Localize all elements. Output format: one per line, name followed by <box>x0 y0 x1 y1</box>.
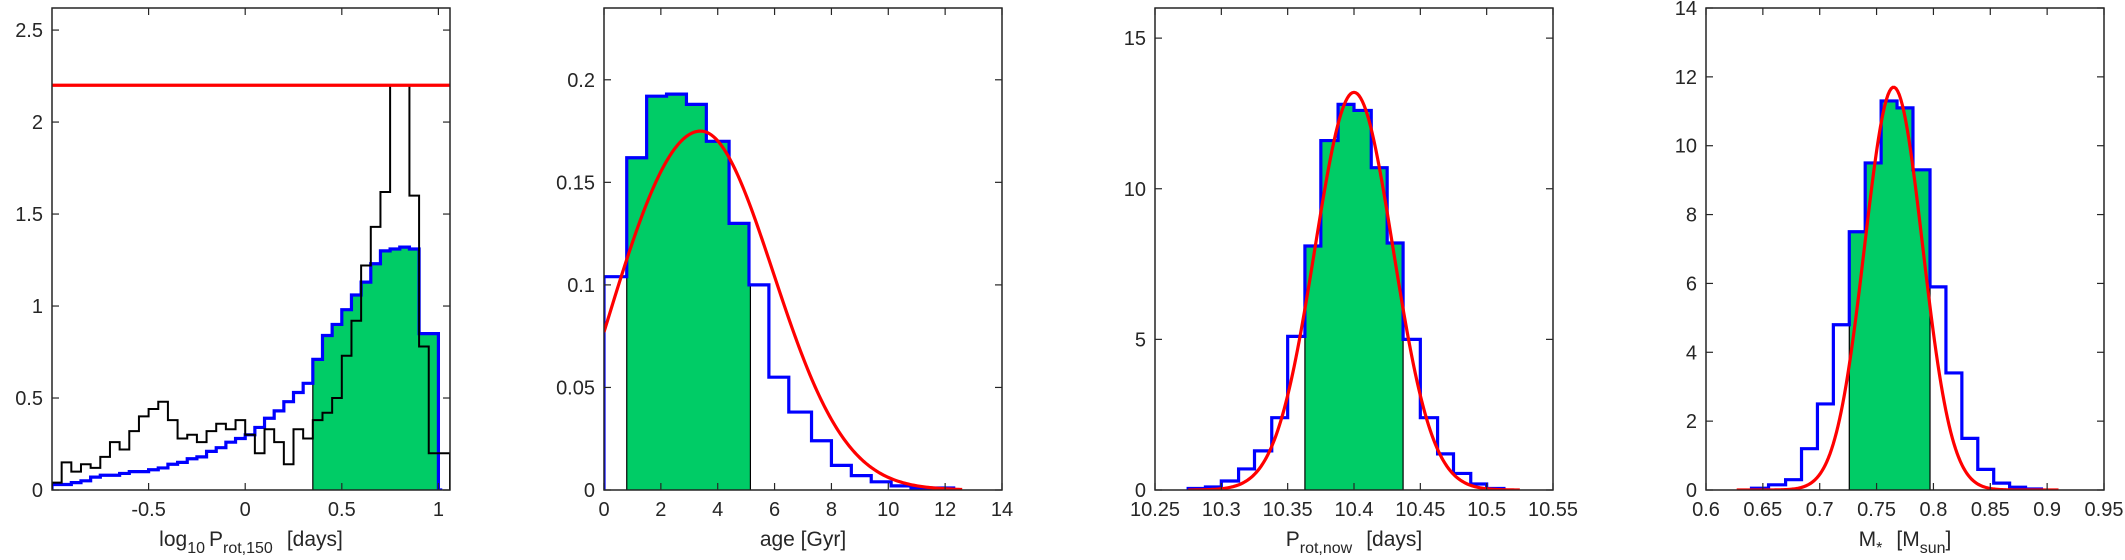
x-tick-label: 0 <box>240 499 251 521</box>
y-tick-label: 1.5 <box>15 204 43 226</box>
y-tick-label: 0.1 <box>567 275 595 297</box>
x-tick-label: 14 <box>991 499 1013 521</box>
y-tick-label: 0 <box>1135 480 1146 502</box>
series-1-gaussian-fit <box>1188 90 1520 490</box>
x-tick-label: 0.5 <box>328 499 356 521</box>
x-tick-label: 12 <box>934 499 956 521</box>
y-tick-label: 5 <box>1135 329 1146 351</box>
series-0-posterior-histogram <box>52 245 443 490</box>
y-tick-label: 0 <box>1686 480 1697 502</box>
x-tick-label: 0.6 <box>1692 499 1720 521</box>
x-axis-label: Prot,now [days] <box>1286 528 1423 557</box>
y-tick-label: 10 <box>1124 179 1146 201</box>
y-tick-label: 2 <box>1686 411 1697 433</box>
x-axis-label: M* [Msun] <box>1859 528 1952 557</box>
series-1-prior-histogram <box>52 84 450 490</box>
y-tick-label: 2.5 <box>15 20 43 42</box>
x-tick-label: 10.5 <box>1467 499 1506 521</box>
y-tick-label: 0.5 <box>15 388 43 410</box>
x-tick-label: 0.85 <box>1971 499 2010 521</box>
y-tick-label: 6 <box>1686 273 1697 295</box>
y-tick-label: 10 <box>1675 136 1697 158</box>
y-tick-label: 2 <box>32 112 43 134</box>
series-0-age-posterior-histogram <box>604 92 956 490</box>
x-tick-label: 0.75 <box>1857 499 1896 521</box>
x-tick-label: 4 <box>712 499 723 521</box>
x-tick-label: 10 <box>877 499 899 521</box>
x-tick-label: 10.45 <box>1395 499 1445 521</box>
y-tick-label: 0.05 <box>556 377 595 399</box>
x-tick-label: 6 <box>769 499 780 521</box>
x-tick-label: -0.5 <box>131 499 165 521</box>
panel-rotation-period-now: 10.25 10.3 10.35 10.4 10.45 10.5 10.55 0 5 10 15 Pr… <box>1124 7 1578 557</box>
x-tick-label: 0.7 <box>1806 499 1834 521</box>
x-tick-label: 0.95 <box>2085 499 2124 521</box>
x-tick-label: 8 <box>826 499 837 521</box>
y-tick-label: 0.15 <box>556 172 595 194</box>
y-tick-label: 0 <box>584 480 595 502</box>
x-tick-label: 10.55 <box>1528 499 1578 521</box>
x-tick-label: 0 <box>598 499 609 521</box>
y-tick-label: 8 <box>1686 205 1697 227</box>
x-tick-label: 0.9 <box>2033 499 2061 521</box>
y-tick-label: 4 <box>1686 342 1697 364</box>
x-axis-label: log10 Prot,150 [days] <box>159 528 343 557</box>
x-tick-label: 10.4 <box>1335 499 1374 521</box>
panel-stellar-mass: 0.6 0.65 0.7 0.75 0.8 0.85 0.9 0.95 0 2 4 6 8 10 12 14 M… <box>1675 0 2124 557</box>
x-tick-label: 2 <box>655 499 666 521</box>
panel-rotation-period-150: -0.5 0 0.5 1 0 0.5 1 1.5 2 2.5 log10 Prot,150 [days] <box>15 7 451 557</box>
x-tick-label: 1 <box>433 499 444 521</box>
y-tick-label: 0 <box>32 480 43 502</box>
panel-age: 0 2 4 6 8 10 12 14 0 0.05 0.1 0.15 0.2 age [Gyr] <box>556 7 1013 551</box>
y-tick-label: 1 <box>32 296 43 318</box>
y-tick-label: 15 <box>1124 28 1146 50</box>
x-tick-label: 0.8 <box>1920 499 1948 521</box>
y-tick-label: 12 <box>1675 67 1697 89</box>
x-tick-label: 10.3 <box>1202 499 1241 521</box>
x-axis-label: age [Gyr] <box>760 528 846 551</box>
series-1-fitted-curve <box>604 129 963 490</box>
x-tick-label: 0.65 <box>1743 499 1782 521</box>
x-tick-label: 10.25 <box>1130 499 1180 521</box>
x-tick-label: 10.35 <box>1263 499 1313 521</box>
series-0-mass-histogram <box>1749 99 2044 490</box>
y-tick-label: 0.2 <box>567 70 595 92</box>
y-tick-label: 14 <box>1675 0 1697 20</box>
